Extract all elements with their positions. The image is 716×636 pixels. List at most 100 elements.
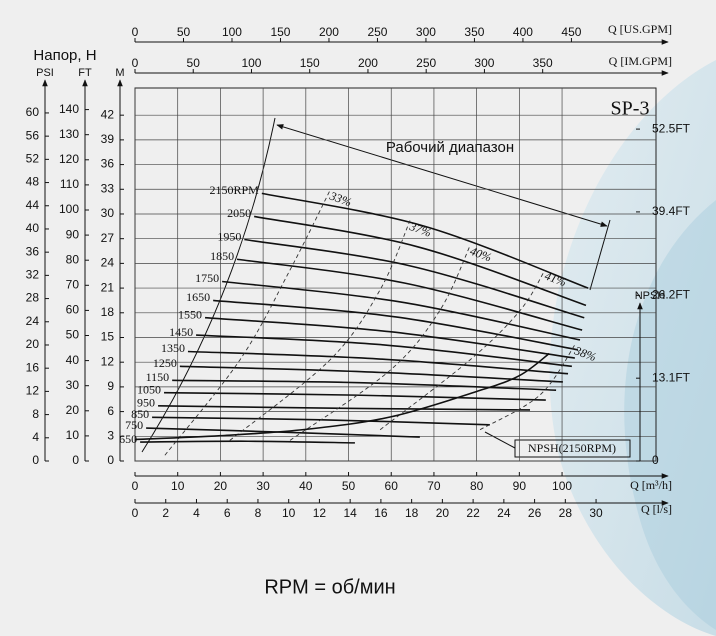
x-tick-label: 450 [561,25,581,39]
rpm-label: 2050 [227,206,251,220]
x-tick-label: 50 [342,479,356,493]
npsh-leader [484,431,516,449]
footnote: RPM = об/мин [264,576,395,598]
y-tick-label: 12 [26,384,40,398]
rpm-label: 1850 [210,249,234,263]
rpm-label: 1550 [178,307,202,321]
rpm-curve [196,334,572,368]
x-tick-label: 350 [533,56,553,70]
y-tick-label: 130 [59,127,79,141]
x-tick-label: 30 [256,479,270,493]
y-tick-label: 80 [66,252,80,266]
y-tick-label: 30 [66,378,80,392]
rpm-curve [172,379,557,391]
npsh-curve [134,352,550,441]
x-tick-label: 250 [416,56,436,70]
x-tick-label: 6 [224,506,231,520]
x-tick-label: 2 [162,506,169,520]
x-tick-label: 4 [193,506,200,520]
x-tick-label: 100 [552,479,572,493]
x-axis-title: Q [l/s] [641,502,672,516]
x-tick-label: 40 [299,479,313,493]
y-tick-label: 18 [101,305,115,319]
y-tick-label: 27 [101,231,115,245]
y-tick-label: 12 [101,354,115,368]
y-tick-label: 20 [66,403,80,417]
y-axis-title: M [115,67,124,79]
rpm-label: 2150RPM [209,183,259,197]
y-tick-label: 90 [66,227,80,241]
y-tick-label: 20 [26,337,40,351]
x-tick-label: 50 [177,25,191,39]
y-axis-title: PSI [36,67,54,79]
x-tick-label: 20 [436,506,450,520]
rpm-label: 1750 [195,271,219,285]
y-tick-label: 28 [26,291,40,305]
rpm-label: 650 [119,432,137,446]
rpm-curve [236,258,583,331]
y-tick-label: 70 [66,277,80,291]
rpm-curve [261,192,589,289]
rpm-curve [164,391,546,401]
y2-tick-label: 0 [652,453,659,467]
x-tick-label: 350 [464,25,484,39]
y-tick-label: 24 [26,314,40,328]
y2-tick-label: 26.2FT [652,288,691,302]
x-tick-label: 10 [171,479,185,493]
rpm-curve [158,405,531,411]
rpm-label: 850 [131,407,149,421]
y-tick-label: 4 [32,430,39,444]
y-tick-label: 30 [101,206,115,220]
y-tick-label: 3 [107,428,114,442]
rpm-curve [254,215,587,307]
rpm-curve [179,365,563,383]
x-tick-label: 100 [222,25,242,39]
x-tick-label: 300 [416,25,436,39]
x-tick-label: 90 [513,479,527,493]
npsh-label-box [514,439,631,458]
efficiency-curve [379,269,546,431]
x-tick-label: 250 [367,25,387,39]
x-tick-label: 400 [513,25,533,39]
npsh-label: NPSH(2150RPM) [528,441,616,455]
x-tick-label: 26 [528,506,542,520]
y-tick-label: 8 [32,407,39,421]
rpm-curve [244,238,585,319]
y-tick-label: 10 [66,428,80,442]
x-tick-label: 14 [343,506,357,520]
x-axis-title: Q [IM.GPM] [609,54,672,68]
y2-tick-label: 39.4FT [652,204,691,218]
y-tick-label: 140 [59,102,79,116]
model-label: SP-3 [611,98,650,120]
x-tick-label: 22 [466,506,480,520]
x-tick-label: 150 [270,25,290,39]
y-tick-label: 21 [101,280,115,294]
y-tick-label: 42 [101,107,115,121]
y-tick-label: 40 [26,221,40,235]
x-tick-label: 100 [241,56,261,70]
y-tick-label: 100 [59,202,79,216]
y-tick-label: 9 [107,379,114,393]
y-tick-label: 0 [72,453,79,467]
y-tick-label: 0 [107,453,114,467]
y-tick-label: 50 [66,328,80,342]
x-tick-label: 0 [132,479,139,493]
x-tick-label: 200 [358,56,378,70]
x-tick-label: 18 [405,506,419,520]
x-tick-label: 24 [497,506,511,520]
x-tick-label: 0 [132,56,139,70]
rpm-label: 1350 [161,341,185,355]
rpm-label: 1450 [169,325,193,339]
y-tick-label: 60 [26,105,40,119]
x-tick-label: 0 [132,25,139,39]
y2-axis-title: NPSH [635,290,666,302]
range-right-boundary [589,219,611,291]
x-tick-label: 10 [282,506,296,520]
rpm-curve [140,440,355,444]
rpm-label: 750 [125,418,143,432]
x-axis-title: Q [US.GPM] [608,22,672,36]
x-tick-label: 70 [427,479,441,493]
x-tick-label: 0 [132,506,139,520]
